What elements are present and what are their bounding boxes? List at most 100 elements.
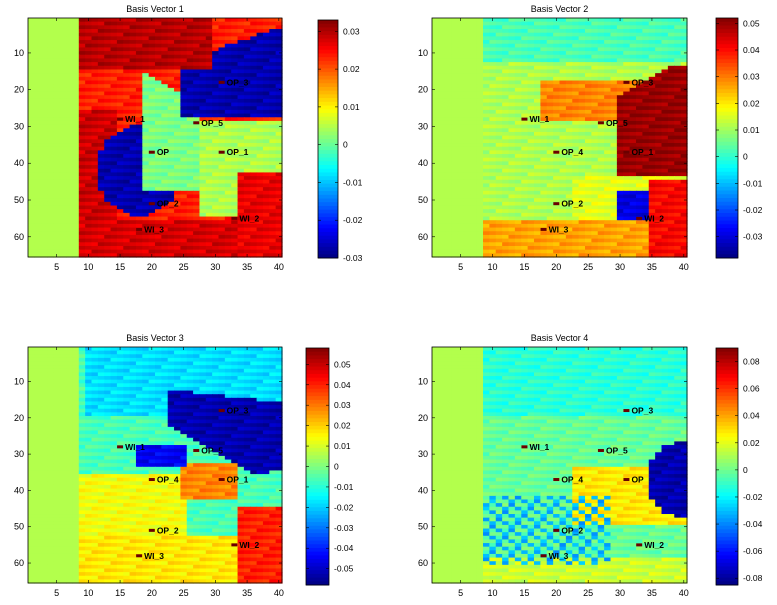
heatmap-cell (476, 154, 484, 159)
heatmap-cell (218, 227, 226, 232)
heatmap-cell (514, 187, 522, 192)
heatmap-cell (534, 187, 541, 192)
heatmap-cell (218, 102, 226, 107)
heatmap-cell (495, 84, 503, 89)
heatmap-cell (262, 36, 270, 41)
heatmap-cell (129, 124, 137, 129)
heatmap-cell (59, 143, 67, 148)
heatmap-cell (432, 135, 439, 140)
heatmap-cell (642, 80, 650, 85)
heatmap-cell (629, 54, 637, 60)
heatmap-cell (78, 21, 86, 26)
heatmap-cell (40, 120, 48, 126)
heatmap-cell (53, 168, 61, 174)
heatmap-cell (521, 205, 529, 210)
heatmap-cell (40, 58, 48, 63)
heatmap-cell (180, 234, 188, 240)
heatmap-cell (616, 128, 624, 133)
heatmap-cell (578, 135, 586, 140)
heatmap-cell (40, 109, 48, 115)
heatmap-cell (262, 18, 270, 23)
heatmap-cell (53, 128, 61, 133)
heatmap-cell (174, 51, 181, 56)
heatmap-cell (578, 113, 586, 118)
heatmap-cell (680, 172, 688, 177)
heatmap-cell (667, 47, 675, 52)
heatmap-cell (91, 95, 99, 100)
heatmap-cell (34, 76, 42, 82)
heatmap-cell (610, 69, 618, 74)
heatmap-cell (53, 113, 61, 118)
heatmap-cell (148, 51, 156, 56)
colorbar-swatch (318, 27, 338, 32)
heatmap-cell (451, 179, 459, 185)
heatmap-cell (495, 43, 503, 49)
heatmap-cell (546, 157, 554, 162)
heatmap-cell (508, 205, 516, 210)
heatmap-cell (457, 223, 465, 229)
heatmap-cell (212, 227, 220, 232)
heatmap-cell (85, 87, 93, 93)
heatmap-cell (256, 209, 264, 214)
heatmap-cell (155, 98, 162, 104)
heatmap-cell (110, 220, 118, 225)
heatmap-cell (527, 40, 535, 45)
heatmap-cell (161, 98, 169, 104)
heatmap-cell (155, 18, 162, 23)
heatmap-cell (629, 190, 637, 196)
heatmap-cell (275, 95, 283, 100)
heatmap-cell (72, 205, 80, 210)
heatmap-cell (148, 135, 156, 140)
heatmap-cell (269, 21, 277, 26)
heatmap-cell (629, 43, 637, 49)
heatmap-cell (28, 231, 35, 236)
heatmap-cell (616, 62, 624, 67)
heatmap-cell (123, 18, 131, 23)
heatmap-cell (534, 40, 541, 45)
heatmap-cell (540, 65, 548, 71)
heatmap-cell (174, 234, 181, 240)
heatmap-cell (167, 146, 175, 151)
heatmap-cell (432, 73, 439, 78)
heatmap-cell (636, 32, 643, 37)
heatmap-cell (237, 209, 245, 214)
heatmap-cell (502, 161, 510, 166)
heatmap-cell (476, 95, 484, 100)
heatmap-cell (521, 154, 529, 159)
heatmap-cell (47, 249, 54, 254)
heatmap-cell (540, 154, 548, 159)
heatmap-cell (167, 98, 175, 104)
colorbar-swatch (318, 246, 338, 252)
heatmap-cell (495, 98, 503, 104)
heatmap-cell (508, 47, 516, 52)
heatmap-cell (142, 32, 150, 37)
heatmap-cell (212, 139, 220, 144)
heatmap-cell (142, 201, 150, 207)
heatmap-cell (610, 198, 618, 203)
heatmap-cell (148, 154, 156, 159)
heatmap-cell (444, 205, 452, 210)
heatmap-cell (585, 73, 592, 78)
heatmap-cell (463, 220, 471, 225)
heatmap-cell (451, 29, 459, 34)
heatmap-cell (53, 146, 61, 151)
heatmap-cell (237, 69, 245, 74)
heatmap-cell (623, 172, 631, 177)
heatmap-cell (597, 21, 605, 26)
heatmap-cell (123, 47, 131, 52)
heatmap-cell (250, 172, 258, 177)
heatmap-cell (578, 176, 586, 181)
heatmap-cell (212, 21, 220, 26)
heatmap-cell (129, 165, 137, 170)
heatmap-cell (34, 157, 42, 162)
heatmap-cell (218, 109, 226, 115)
heatmap-cell (661, 172, 669, 177)
heatmap-cell (636, 157, 643, 162)
heatmap-cell (91, 194, 99, 199)
heatmap-cell (629, 135, 637, 140)
heatmap-cell (508, 106, 516, 111)
heatmap-cell (256, 87, 264, 93)
heatmap-cell (483, 172, 490, 177)
heatmap-cell (269, 227, 277, 232)
heatmap-cell (174, 43, 181, 49)
